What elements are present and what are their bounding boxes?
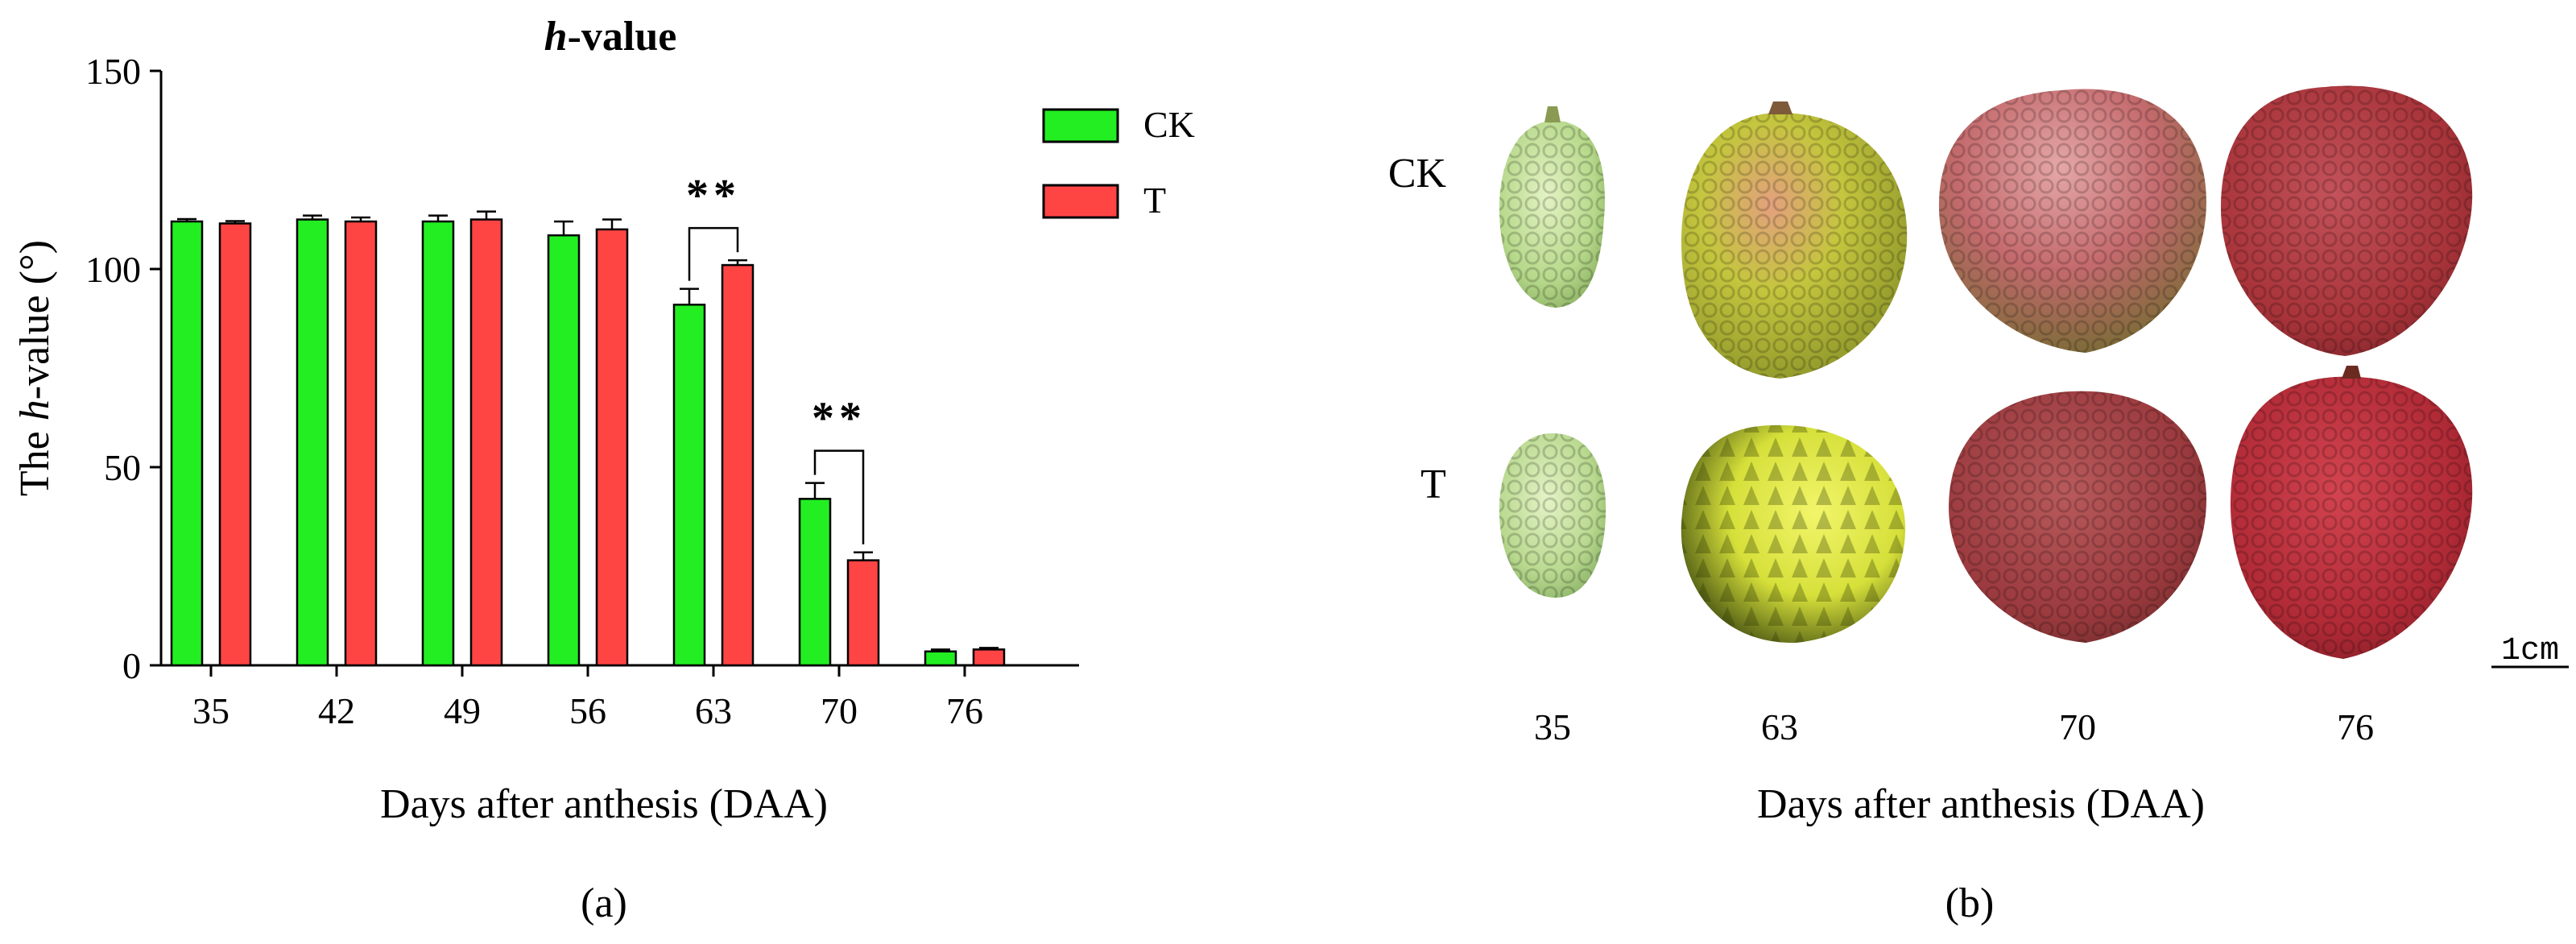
bar-t-56: [595, 228, 629, 667]
row-label-ck: CK: [1388, 151, 1447, 197]
bar-ck-35: [170, 220, 204, 667]
scale-bar-label: 1cm: [2501, 633, 2559, 669]
panel-label-b: (b): [1945, 880, 1995, 926]
column-label-63: 63: [1761, 706, 1798, 747]
bar-t-35: [218, 222, 252, 667]
y-axis-title-post: -value (°): [12, 240, 58, 400]
legend-swatch-t: [1042, 184, 1119, 219]
bar-ck-42: [296, 218, 329, 667]
fruit-t-70: [1949, 391, 2206, 643]
y-ticks: 0 50 100 150: [85, 51, 161, 686]
x-tick-label: 35: [192, 690, 229, 731]
x-axis-title: Days after anthesis (DAA): [380, 781, 828, 827]
y-tick-label: 100: [85, 249, 141, 290]
chart-title: h-value: [544, 14, 677, 60]
y-tick-label: 0: [122, 645, 141, 686]
y-axis-title-pre: The: [12, 420, 58, 496]
significance-bracket: [688, 226, 739, 281]
significance-bracket: [813, 449, 865, 544]
bar-t-70: [846, 559, 880, 667]
significance-label: **: [686, 171, 741, 221]
fruit-ck-35: [1499, 106, 1606, 308]
x-tick-label: 63: [695, 690, 732, 731]
bar-ck-70: [798, 498, 832, 667]
x-tick-label: 56: [569, 690, 606, 731]
bar-t-42: [344, 220, 378, 667]
fruit-t-63: [1681, 424, 1906, 644]
y-tick-label: 150: [85, 51, 141, 92]
panel-label-a: (a): [581, 880, 627, 926]
fruit-ck-63: [1681, 101, 1908, 379]
x-tick-label: 49: [444, 690, 481, 731]
x-tick-label: 42: [318, 690, 355, 731]
legend: CK T: [1042, 104, 1195, 221]
column-label-76: 76: [2337, 706, 2374, 747]
legend-label-t: T: [1143, 180, 1166, 221]
column-label-35: 35: [1534, 706, 1571, 747]
legend-label-ck: CK: [1143, 104, 1195, 145]
significance-marks: ** **: [686, 171, 866, 544]
chart-title-italic: h: [544, 14, 568, 60]
chart-title-rest: -value: [568, 14, 677, 60]
fruit-t-76: [2230, 366, 2473, 659]
column-label-70: 70: [2059, 706, 2096, 747]
scale-bar: 1cm: [2491, 633, 2569, 669]
significance-label: **: [812, 394, 866, 444]
y-axis-title-italic: h: [12, 400, 58, 420]
bar-t-76: [972, 648, 1006, 667]
y-tick-label: 50: [104, 447, 141, 488]
bars: [170, 210, 1006, 667]
fruit-photo-panel: CK T: [1388, 85, 2569, 926]
bar-ck-49: [421, 220, 455, 667]
row-label-t: T: [1420, 462, 1446, 507]
x-ticks: 35 42 49 56 63 70 76: [192, 665, 983, 731]
bar-ck-76: [924, 650, 957, 667]
fruit-t-35: [1499, 433, 1606, 598]
bar-ck-56: [547, 234, 581, 667]
bar-t-49: [469, 218, 503, 667]
x-tick-label: 70: [821, 690, 858, 731]
fruit-ck-70: [1938, 89, 2206, 353]
bar-t-63: [721, 263, 755, 667]
legend-swatch-ck: [1042, 108, 1119, 143]
fruit-ck-76: [2221, 85, 2473, 356]
bar-ck-63: [672, 304, 706, 667]
y-axis-title: The h-value (°): [12, 240, 58, 496]
x-tick-label: 76: [946, 690, 983, 731]
photo-x-axis-title: Days after anthesis (DAA): [1757, 781, 2205, 827]
